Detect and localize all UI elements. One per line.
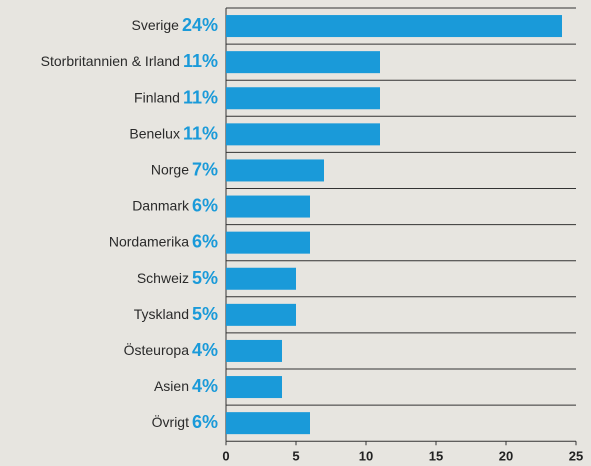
- bar: [226, 231, 310, 254]
- value-label: 5%: [192, 268, 218, 288]
- bar-label: Storbritannien & Irland 11%: [41, 51, 218, 71]
- value-label: 6%: [192, 412, 218, 432]
- bar: [226, 159, 324, 182]
- value-label: 11%: [183, 87, 218, 107]
- bar-label: Norge 7%: [151, 159, 218, 179]
- value-label: 4%: [192, 376, 218, 396]
- bar-label: Benelux 11%: [129, 123, 218, 143]
- bar-label: Sverige 24%: [132, 15, 219, 35]
- bar-label: Danmark 6%: [132, 195, 218, 215]
- value-label: 11%: [183, 123, 218, 143]
- value-label: 6%: [192, 195, 218, 215]
- x-tick-label: 20: [499, 449, 513, 464]
- category-label: Schweiz: [137, 269, 189, 285]
- x-tick-label: 15: [429, 449, 443, 464]
- value-label: 6%: [192, 231, 218, 251]
- category-label: Nordamerika: [109, 233, 189, 249]
- value-label: 11%: [183, 51, 218, 71]
- value-label: 4%: [192, 340, 218, 360]
- bar: [226, 15, 562, 38]
- bar: [226, 267, 296, 290]
- value-label: 5%: [192, 304, 218, 324]
- bar: [226, 123, 380, 146]
- bar: [226, 87, 380, 110]
- bar-label: Finland 11%: [134, 87, 218, 107]
- x-tick-label: 25: [569, 449, 583, 464]
- x-tick-label: 5: [292, 449, 299, 464]
- x-tick-label: 10: [359, 449, 373, 464]
- category-label: Östeuropa: [124, 341, 190, 358]
- category-label: Finland: [134, 89, 180, 105]
- category-label: Övrigt: [152, 413, 189, 430]
- bar: [226, 412, 310, 435]
- bar: [226, 303, 296, 326]
- bar: [226, 195, 310, 218]
- bar-label: Nordamerika 6%: [109, 231, 218, 251]
- category-label: Sverige: [132, 17, 180, 33]
- value-label: 7%: [192, 159, 218, 179]
- bar-label: Östeuropa 4%: [124, 340, 218, 360]
- category-label: Norge: [151, 161, 189, 177]
- bar: [226, 51, 380, 74]
- category-label: Asien: [154, 378, 189, 394]
- bar-label: Övrigt 6%: [152, 412, 218, 432]
- value-label: 24%: [182, 15, 218, 35]
- bar-label: Tyskland 5%: [134, 304, 218, 324]
- bar-label: Schweiz 5%: [137, 268, 218, 288]
- category-label: Tyskland: [134, 306, 189, 322]
- bar: [226, 339, 282, 362]
- x-tick-label: 0: [222, 449, 229, 464]
- category-label: Storbritannien & Irland: [41, 53, 180, 69]
- bar: [226, 376, 282, 399]
- category-label: Danmark: [132, 197, 190, 213]
- bar-label: Asien 4%: [154, 376, 218, 396]
- category-label: Benelux: [129, 125, 180, 141]
